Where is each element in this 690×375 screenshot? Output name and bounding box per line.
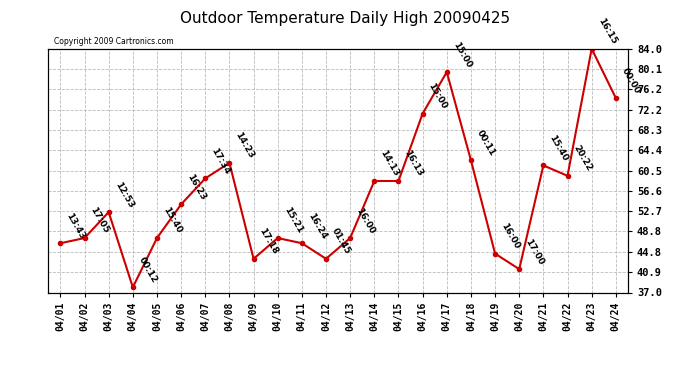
Text: 16:24: 16:24 bbox=[306, 211, 328, 240]
Text: 00:11: 00:11 bbox=[475, 128, 497, 158]
Text: 17:00: 17:00 bbox=[524, 237, 545, 266]
Text: 00:12: 00:12 bbox=[137, 255, 159, 285]
Text: 15:40: 15:40 bbox=[548, 134, 570, 163]
Text: 14:13: 14:13 bbox=[379, 149, 401, 178]
Text: 15:40: 15:40 bbox=[161, 206, 184, 235]
Text: 16:00: 16:00 bbox=[500, 222, 521, 251]
Text: 16:13: 16:13 bbox=[403, 149, 425, 178]
Text: 12:53: 12:53 bbox=[113, 180, 135, 209]
Text: Outdoor Temperature Daily High 20090425: Outdoor Temperature Daily High 20090425 bbox=[180, 11, 510, 26]
Text: 16:15: 16:15 bbox=[596, 16, 618, 46]
Text: 16:00: 16:00 bbox=[355, 206, 376, 235]
Text: 15:00: 15:00 bbox=[427, 82, 449, 111]
Text: 20:22: 20:22 bbox=[572, 144, 593, 173]
Text: 01:45: 01:45 bbox=[331, 227, 353, 256]
Text: 15:21: 15:21 bbox=[282, 206, 304, 235]
Text: 00:00: 00:00 bbox=[620, 66, 642, 95]
Text: 17:34: 17:34 bbox=[210, 146, 232, 176]
Text: 17:18: 17:18 bbox=[258, 226, 280, 256]
Text: 13:43: 13:43 bbox=[65, 211, 87, 240]
Text: 15:00: 15:00 bbox=[451, 40, 473, 69]
Text: 14:23: 14:23 bbox=[234, 130, 256, 160]
Text: 16:23: 16:23 bbox=[186, 172, 208, 201]
Text: Copyright 2009 Cartronics.com: Copyright 2009 Cartronics.com bbox=[54, 38, 174, 46]
Text: 17:05: 17:05 bbox=[89, 206, 111, 235]
